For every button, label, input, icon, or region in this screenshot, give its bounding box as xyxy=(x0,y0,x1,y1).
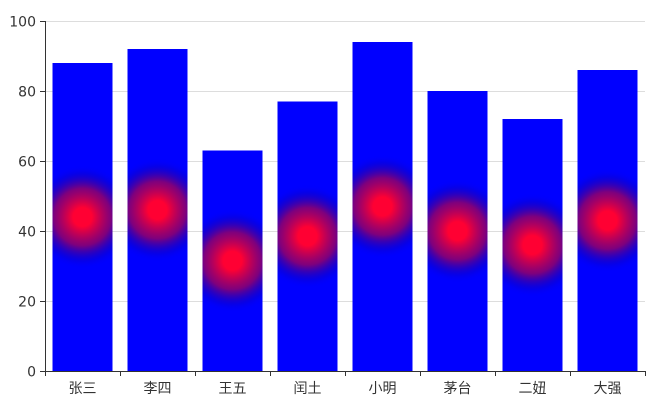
bar-highlight-glow xyxy=(277,184,338,289)
bar-highlight-glow xyxy=(202,208,263,313)
bar-group xyxy=(502,119,563,371)
y-tick-label: 20 xyxy=(18,295,36,311)
bar-group xyxy=(427,91,488,371)
y-tick-label: 0 xyxy=(27,365,36,381)
y-tick-label: 60 xyxy=(18,155,36,171)
y-tick-label: 80 xyxy=(18,85,36,101)
x-category-label: 茅台 xyxy=(444,381,472,397)
bar-group xyxy=(52,63,113,371)
bar-group xyxy=(277,101,338,371)
x-category-label: 张三 xyxy=(69,381,97,397)
bar-highlight-glow xyxy=(52,165,113,269)
bar-group xyxy=(202,150,263,371)
bar-group xyxy=(127,49,188,371)
bar-highlight-glow xyxy=(352,154,413,259)
y-tick-label: 100 xyxy=(9,15,36,31)
x-category-label: 王五 xyxy=(219,381,247,397)
label-layer: 0 20 40 60 80 100 张三 李四 王五 闰土 小明 茅台 二妞 大强 xyxy=(9,15,621,398)
x-category-label: 小明 xyxy=(369,381,397,397)
x-category-label: 闰土 xyxy=(294,381,322,397)
axis-layer xyxy=(40,21,646,376)
bar-highlight-glow xyxy=(577,168,638,273)
bar-highlight-glow xyxy=(427,179,488,283)
x-category-label: 大强 xyxy=(594,381,622,397)
bar-layer xyxy=(52,42,638,371)
bar-group xyxy=(577,70,638,371)
x-category-label: 李四 xyxy=(144,381,172,397)
bar-group xyxy=(352,42,413,371)
bar-highlight-glow xyxy=(502,193,563,297)
x-category-label: 二妞 xyxy=(519,381,547,397)
bar-highlight-glow xyxy=(127,158,188,262)
y-tick-label: 40 xyxy=(18,225,36,241)
